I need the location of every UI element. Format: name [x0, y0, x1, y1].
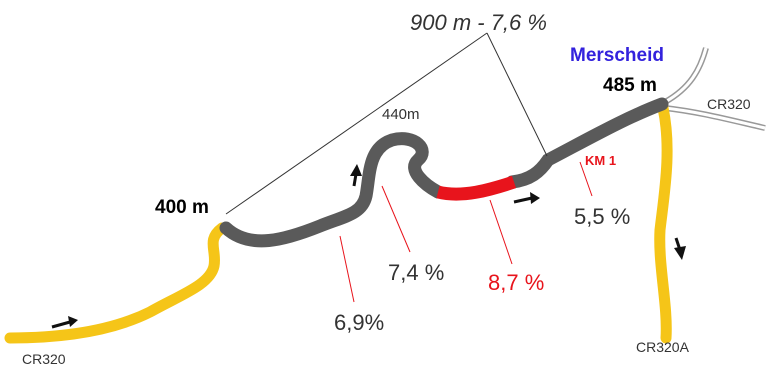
altitude-mid: 440m: [382, 106, 420, 123]
gradient-leader-3: [489, 199, 513, 265]
summary-label: 900 m - 7,6 %: [410, 10, 547, 35]
steepest-section: [436, 175, 517, 201]
km-marker: KM 1: [585, 153, 617, 168]
arrow-up-icon: [350, 164, 362, 187]
altitude-start: 400 m: [155, 197, 209, 218]
summary-leader-left: [225, 32, 488, 215]
gradient-leader-2: [381, 185, 411, 253]
summary-leader-right: [486, 32, 548, 157]
altitude-top: 485 m: [603, 75, 657, 96]
arrow-right-icon: [51, 316, 78, 329]
road-label-south: CR320A: [636, 339, 689, 355]
climb-road: [219, 132, 445, 248]
gradient-leader-1: [339, 235, 355, 303]
climb-road-upper: [505, 97, 669, 189]
side-road-north: [663, 47, 709, 105]
gradient-leader-4: [579, 161, 593, 197]
town-name: Merscheid: [570, 45, 664, 66]
approach-road: [4, 222, 228, 344]
gradient-label-2: 7,4 %: [388, 260, 445, 285]
arrow-down-icon: [674, 237, 686, 260]
road-label-east: CR320: [707, 96, 751, 112]
road-label-start: CR320: [22, 351, 66, 367]
descent-road-cr320a: [654, 102, 673, 344]
gradient-label-1: 6,9%: [334, 310, 385, 335]
gradient-label-4: 5,5 %: [574, 204, 631, 229]
arrow-right-icon: [513, 192, 540, 204]
gradient-label-3: 8,7 %: [488, 270, 545, 295]
